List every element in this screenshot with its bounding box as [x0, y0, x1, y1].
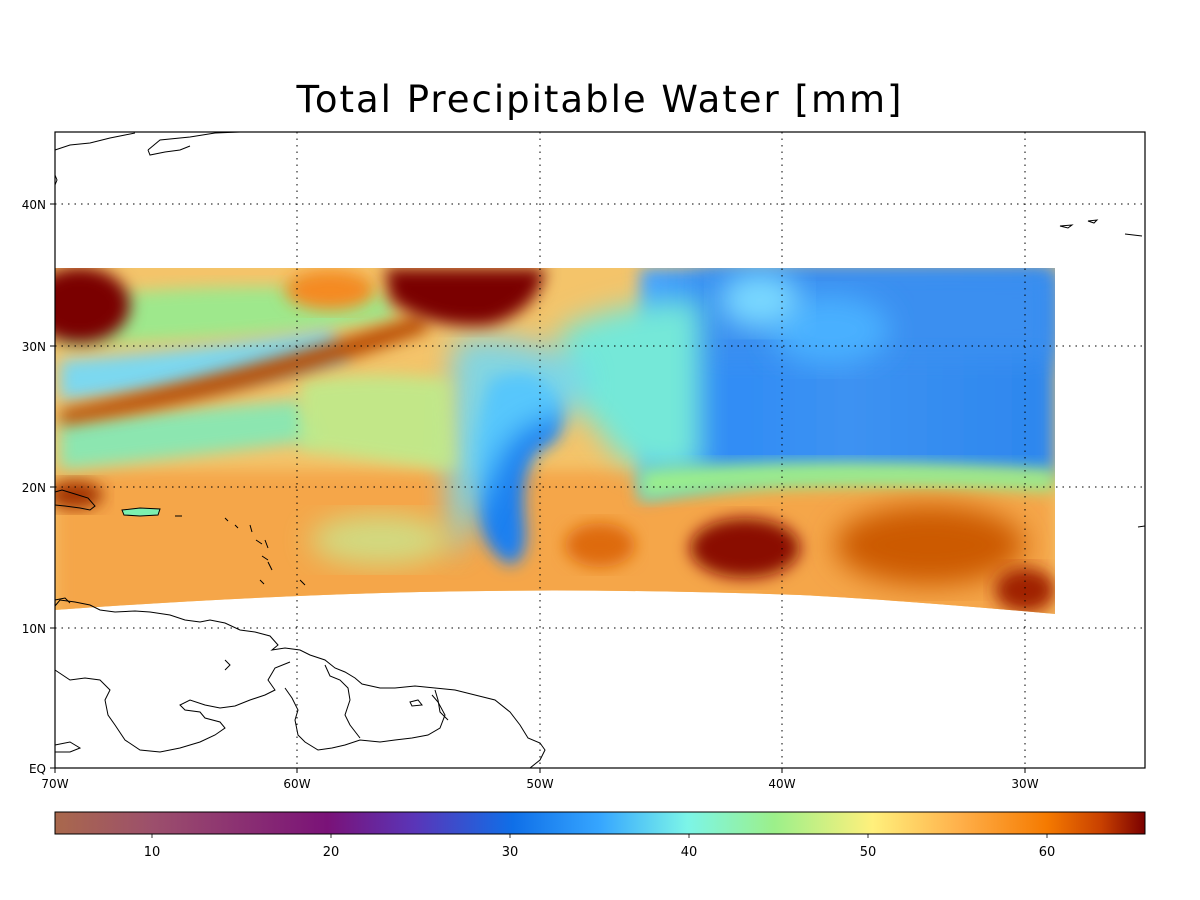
colorbar-label-10: 10: [144, 845, 161, 860]
colorbar-label-60: 60: [1039, 845, 1056, 860]
lon-label-40w: 40W: [768, 777, 795, 791]
lat-label-10n: 10N: [22, 622, 46, 636]
lat-label-30n: 30N: [22, 340, 46, 354]
colorbar-label-40: 40: [681, 845, 698, 860]
lat-label-eq: EQ: [29, 762, 46, 776]
coastlines: [54, 131, 1146, 769]
axis-ticks: [50, 203, 1026, 773]
lat-label-40n: 40N: [22, 198, 46, 212]
colorbar: [54, 811, 1146, 835]
colorbar-label-20: 20: [323, 845, 340, 860]
lon-label-60w: 60W: [283, 777, 310, 791]
colorbar-label-50: 50: [860, 845, 877, 860]
lon-label-50w: 50W: [526, 777, 553, 791]
lon-label-30w: 30W: [1011, 777, 1038, 791]
precipitable-water-field: [55, 268, 1055, 614]
colorbar-label-30: 30: [502, 845, 519, 860]
lat-label-20n: 20N: [22, 481, 46, 495]
colorbar-ticks: [151, 834, 1048, 838]
map-title: Total Precipitable Water [mm]: [296, 78, 904, 121]
lon-label-70w: 70W: [41, 777, 68, 791]
map-frame: [54, 131, 1146, 769]
